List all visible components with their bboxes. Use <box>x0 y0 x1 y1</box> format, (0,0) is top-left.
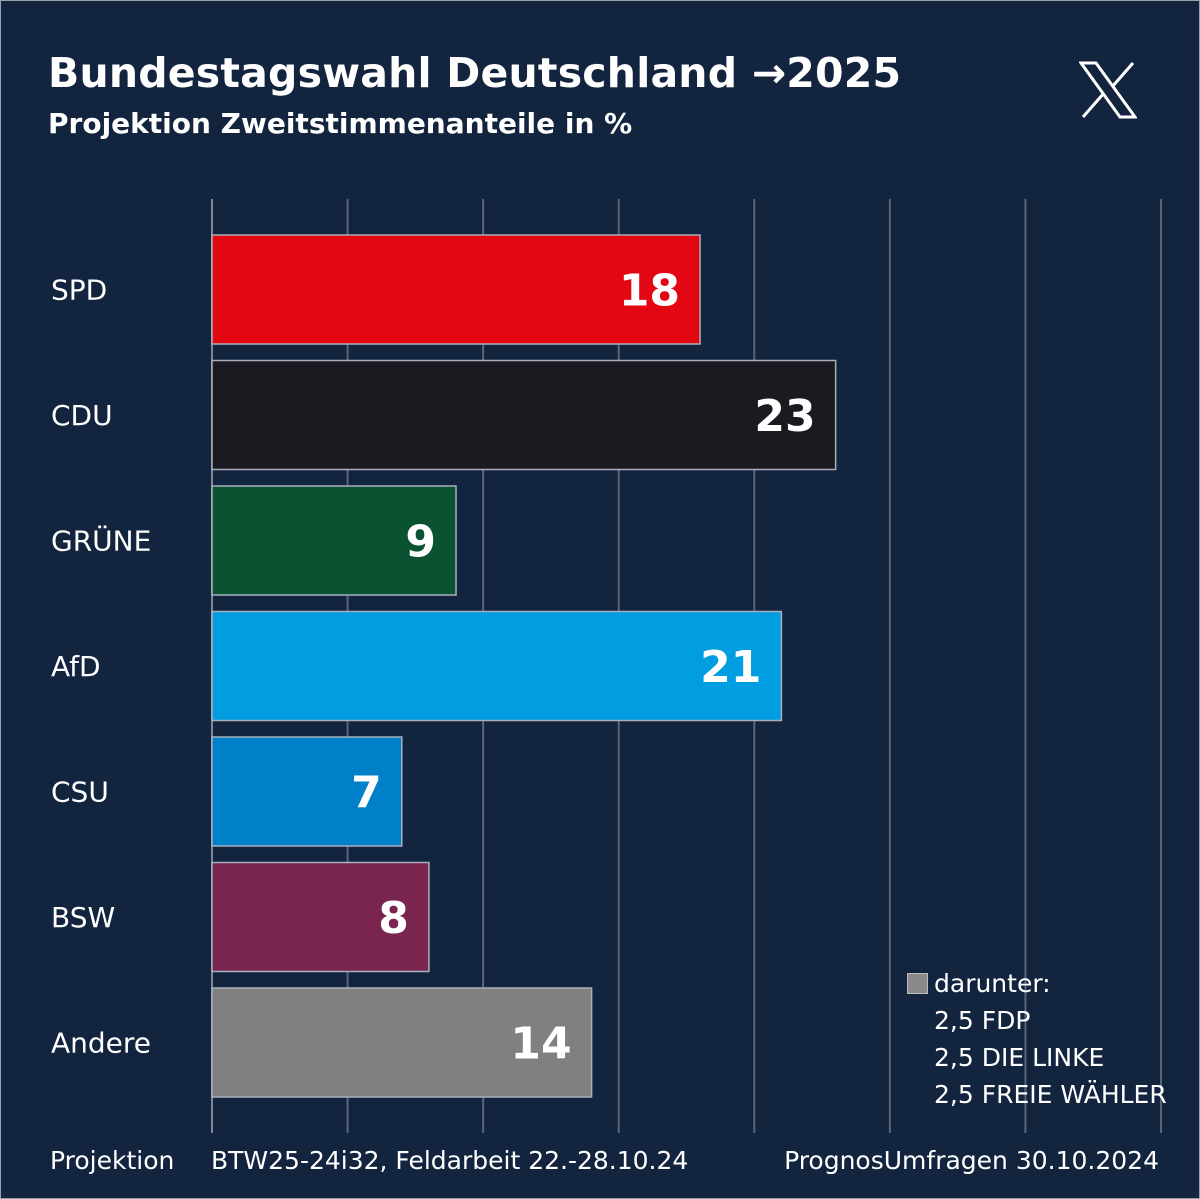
footer-survey-info: BTW25-24i32, Feldarbeit 22.-28.10.24 <box>211 1146 689 1175</box>
bar-value-label: 18 <box>619 266 680 317</box>
bar <box>211 485 457 596</box>
bar-value-label: 9 <box>405 517 436 568</box>
bar-value-label: 21 <box>700 642 761 693</box>
bar-value-label: 8 <box>378 893 409 944</box>
footer-source: PrognosUmfragen 30.10.2024 <box>784 1146 1159 1175</box>
note-heading: darunter: <box>934 969 1051 998</box>
bar <box>211 234 701 345</box>
category-label: Andere <box>51 1027 151 1060</box>
bar-value-label: 7 <box>351 768 382 819</box>
category-label: GRÜNE <box>51 524 151 558</box>
bars: SPD 18 CDU 23 GRÜNE 9 AfD 21 CSU 7 BSW 8 Andere 14 <box>51 234 837 1098</box>
category-label: CDU <box>51 399 113 432</box>
note-line: 2,5 FREIE WÄHLER <box>934 1080 1167 1109</box>
chart-subtitle: Projektion Zweitstimmenanteile in % <box>48 107 633 140</box>
bar-value-label: 23 <box>754 391 815 442</box>
category-label: AfD <box>51 650 101 683</box>
bar-value-label: 14 <box>510 1019 571 1070</box>
footer-label: Projektion <box>50 1146 175 1175</box>
bar <box>211 861 430 973</box>
category-label: CSU <box>51 776 109 809</box>
chart-title: Bundestagswahl Deutschland →2025 <box>48 49 902 97</box>
bar <box>211 610 783 722</box>
bar <box>211 359 837 471</box>
category-label: BSW <box>51 901 115 934</box>
category-label: SPD <box>51 274 107 307</box>
andere-breakdown-note: darunter: 2,5 FDP 2,5 DIE LINKE 2,5 FREI… <box>907 965 1167 1113</box>
note-line: 2,5 DIE LINKE <box>934 1043 1105 1072</box>
note-line: 2,5 FDP <box>934 1006 1031 1035</box>
x-logo-icon <box>1079 61 1137 119</box>
andere-swatch <box>907 973 928 994</box>
bar <box>211 736 403 847</box>
bar <box>211 987 593 1098</box>
